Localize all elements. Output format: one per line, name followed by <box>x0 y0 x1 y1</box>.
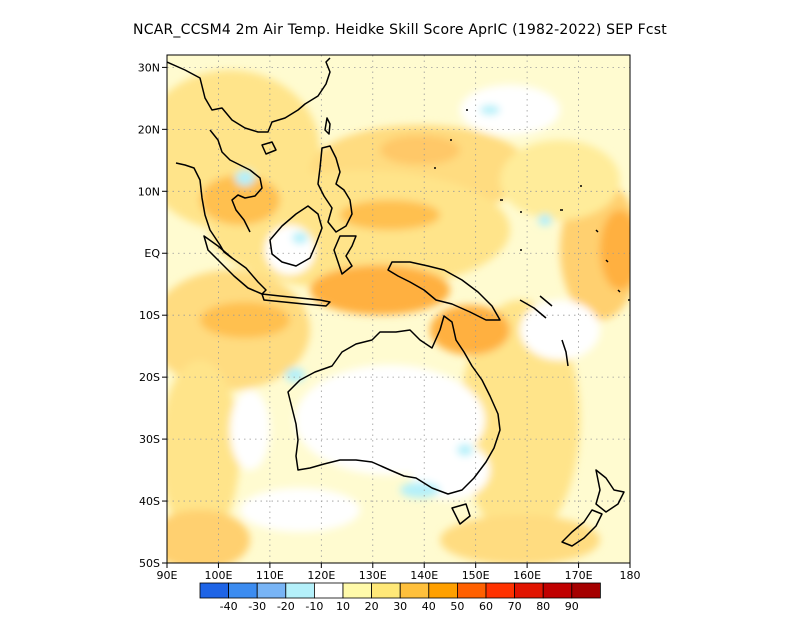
lon-label: 150E <box>462 569 490 582</box>
shade-region <box>457 444 473 456</box>
shade-region <box>500 140 620 220</box>
shade-region <box>230 390 270 470</box>
colorbar-swatch <box>485 582 516 599</box>
lon-label: 130E <box>359 569 387 582</box>
lat-label: 10S <box>139 309 160 322</box>
coast-solomons <box>519 295 569 367</box>
coast-borneo <box>269 205 323 267</box>
colorbar-label: 10 <box>336 600 350 613</box>
coast-sumatra <box>203 235 267 295</box>
shade-region <box>167 510 250 563</box>
colorbar-label: 60 <box>479 600 493 613</box>
map-title: NCAR_CCSM4 2m Air Temp. Heidke Skill Sco… <box>133 22 667 38</box>
lon-label: 90E <box>157 569 178 582</box>
lon-label: 100E <box>204 569 232 582</box>
coast-new-guinea <box>387 261 501 321</box>
lat-label: 20S <box>139 371 160 384</box>
colorbar-label: 40 <box>422 600 436 613</box>
colorbar-label: 90 <box>565 600 579 613</box>
colorbar-label: 30 <box>393 600 407 613</box>
coast-australia <box>287 315 501 495</box>
coast-new-zealand-south <box>561 509 603 547</box>
coast-new-zealand-north <box>595 469 625 513</box>
colorbar-swatch <box>428 582 458 599</box>
lat-label: 30N <box>138 61 160 74</box>
latitude-axis: 30N 20N 10N EQ 10S 20S 30S 40S 50S <box>138 61 167 570</box>
shade-region <box>460 85 560 135</box>
lon-label: 140E <box>410 569 438 582</box>
shade-region <box>167 360 240 540</box>
lat-label: 40S <box>139 495 160 508</box>
colorbar-swatch <box>228 582 258 599</box>
colorbar-label: -10 <box>305 600 323 613</box>
coast-pacific-islands <box>434 109 630 301</box>
colorbar-label: 20 <box>365 600 379 613</box>
coast-philippines <box>317 145 353 233</box>
lon-label: 180 <box>620 569 641 582</box>
colorbar-label: 70 <box>508 600 522 613</box>
plot-frame <box>166 54 631 564</box>
lon-label: 160E <box>513 569 541 582</box>
coast-sulawesi <box>333 235 357 275</box>
shade-region <box>520 300 600 360</box>
shade-region <box>285 368 305 382</box>
lat-label: 50S <box>139 557 160 570</box>
lat-label: EQ <box>144 247 160 260</box>
colorbar-swatch <box>199 582 230 599</box>
shade-region <box>480 105 500 115</box>
shade-region <box>240 488 360 532</box>
colorbar-label: 50 <box>450 600 464 613</box>
coast-tasmania <box>451 503 471 525</box>
coastlines <box>167 57 630 547</box>
colorbar-label: 80 <box>536 600 550 613</box>
colorbar-swatch <box>342 582 373 599</box>
shade-region <box>200 302 290 338</box>
colorbar-swatch <box>285 582 315 599</box>
colorbar-swatch <box>371 582 401 599</box>
colorbar-label: -20 <box>277 600 295 613</box>
lon-label: 110E <box>256 569 284 582</box>
shade-region <box>340 200 440 230</box>
colorbar-swatch <box>313 582 344 599</box>
coast-taiwan <box>324 117 331 135</box>
shade-region <box>310 265 450 315</box>
shade-region <box>292 232 308 244</box>
lat-label: 20N <box>138 123 160 136</box>
coast-hainan <box>261 141 277 155</box>
shade-region <box>440 515 600 563</box>
gridlines <box>167 55 630 563</box>
colorbar-swatch <box>514 582 544 599</box>
lat-label: 30S <box>139 433 160 446</box>
longitude-axis: 90E 100E 110E 120E 130E 140E 150E 160E 170E 180 <box>157 563 641 582</box>
coast-java <box>261 293 331 307</box>
lon-label: 120E <box>307 569 335 582</box>
shade-region <box>380 135 460 165</box>
plot-area <box>166 54 631 564</box>
shade-region <box>430 305 510 355</box>
colorbar: -40 -30 -20 -10 10 20 30 40 50 60 70 80 90 <box>199 582 601 613</box>
colorbar-label: -40 <box>220 600 238 613</box>
shade-region <box>235 170 255 186</box>
colorbar-swatch <box>542 582 573 599</box>
colorbar-swatch <box>571 582 601 599</box>
colorbar-label: -30 <box>248 600 266 613</box>
lat-label: 10N <box>138 185 160 198</box>
colorbar-swatch <box>456 582 487 599</box>
lon-label: 170E <box>565 569 593 582</box>
shade-region <box>600 210 630 290</box>
colorbar-swatch <box>399 582 430 599</box>
shade-region <box>200 175 280 225</box>
shade-region <box>265 225 315 275</box>
colorbar-swatch <box>256 582 287 599</box>
shade-region <box>460 300 580 540</box>
shade-region <box>400 482 440 498</box>
shade-region <box>538 214 552 226</box>
